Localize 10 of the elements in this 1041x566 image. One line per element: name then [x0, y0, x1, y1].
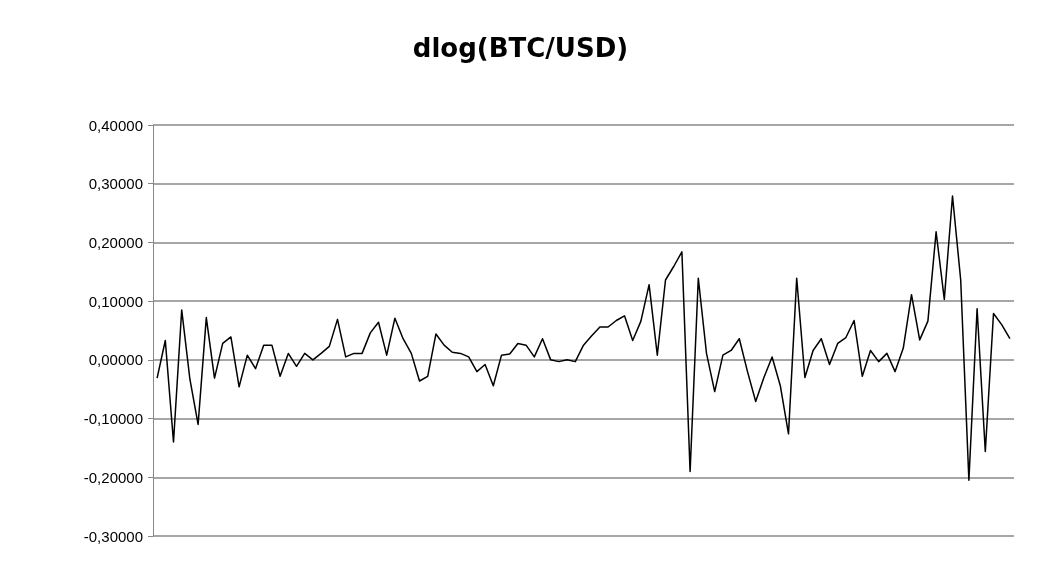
chart-title: dlog(BTC/USD)	[412, 33, 629, 63]
y-tick-label: 0,30000	[88, 175, 143, 193]
y-tick-label: -0,20000	[83, 468, 143, 486]
line-series	[156, 195, 1011, 481]
y-tick-label: -0,30000	[83, 527, 143, 545]
y-tick-label: -0,10000	[83, 410, 143, 428]
y-tick-label: 0,00000	[88, 351, 143, 369]
y-tick-label: 0,20000	[88, 233, 143, 251]
y-tick-label: 0,40000	[88, 116, 143, 134]
y-tick-label: 0,10000	[88, 292, 143, 310]
